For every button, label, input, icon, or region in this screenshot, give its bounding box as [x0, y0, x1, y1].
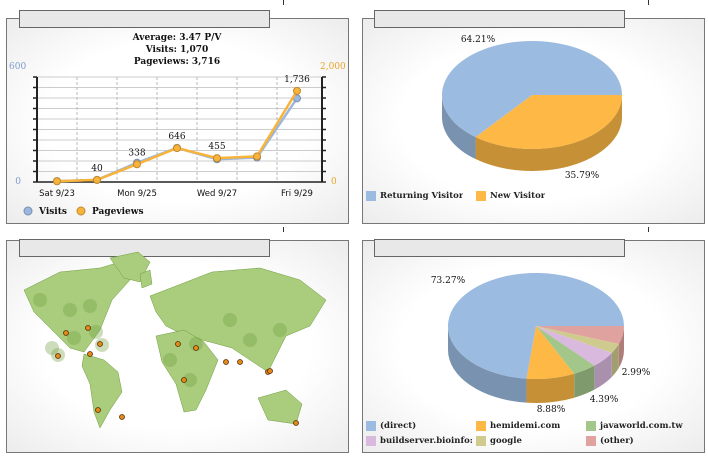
land-region — [155, 329, 219, 413]
pie-label: 4.39% — [590, 395, 619, 405]
legend-returning: Returning Visitor — [366, 191, 463, 201]
pie-side — [611, 343, 619, 377]
pie-side — [574, 365, 595, 398]
left-axis-max: 600 — [9, 62, 26, 72]
location-marker[interactable] — [175, 341, 181, 347]
x-label-mon: Mon 9/25 — [117, 189, 157, 199]
location-marker[interactable] — [87, 351, 93, 357]
pie-label: 8.88% — [537, 405, 566, 415]
summary-visits: Visits: 1,070 — [145, 45, 209, 55]
data-label: 40 — [91, 164, 103, 174]
pie-label: 2.99% — [622, 368, 651, 378]
legend-direct: (direct) — [366, 421, 474, 431]
land-region — [139, 269, 153, 289]
pageviews-point[interactable] — [213, 154, 221, 163]
location-marker[interactable] — [55, 353, 61, 359]
legend-visits-marker — [23, 206, 33, 216]
world-map[interactable] — [23, 251, 327, 429]
location-marker[interactable] — [293, 420, 299, 426]
pie-slice[interactable] — [536, 326, 624, 344]
visits-title-bar — [19, 10, 270, 28]
summary-pageviews: Pageviews: 3,716 — [134, 57, 220, 67]
data-label: 1,736 — [284, 75, 310, 85]
pie-side — [448, 326, 527, 403]
legend-pageviews: Pageviews — [92, 207, 144, 217]
legend-google: google — [476, 436, 584, 446]
pie-slice[interactable] — [536, 326, 619, 353]
pageviews-point[interactable] — [253, 152, 261, 161]
location-marker[interactable] — [97, 341, 103, 347]
visitor-type-title-bar — [374, 10, 625, 28]
location-marker[interactable] — [181, 377, 187, 383]
location-marker[interactable] — [193, 345, 199, 351]
location-marker[interactable] — [85, 325, 91, 331]
pie-slice[interactable] — [448, 273, 624, 379]
right-axis-min: 0 — [331, 177, 337, 187]
pie-slice[interactable] — [536, 326, 612, 366]
pageviews-point[interactable] — [173, 144, 181, 153]
pie-label: 64.21% — [461, 35, 496, 45]
data-label: 338 — [128, 148, 145, 158]
location-marker[interactable] — [63, 330, 69, 336]
pageviews-point[interactable] — [53, 177, 61, 186]
right-axis-max: 2,000 — [320, 62, 346, 72]
x-label-wed: Wed 9/27 — [197, 189, 237, 199]
pageviews-point[interactable] — [93, 175, 101, 184]
land-region — [149, 267, 327, 373]
pageviews-point[interactable] — [133, 160, 141, 169]
map-title-bar — [19, 239, 270, 257]
legend-new: New Visitor — [476, 191, 545, 201]
location-marker[interactable] — [223, 359, 229, 365]
data-label: 646 — [168, 132, 185, 142]
pie-label: 35.79% — [565, 171, 600, 181]
x-label-sat: Sat 9/23 — [39, 189, 75, 199]
location-marker[interactable] — [237, 359, 243, 365]
pie-side — [594, 352, 612, 390]
pie-side — [442, 95, 476, 160]
legend-pageviews-marker — [76, 206, 86, 216]
pie-side — [475, 95, 622, 171]
left-axis-min: 0 — [15, 177, 21, 187]
pie-side — [526, 373, 575, 403]
pie-slice[interactable] — [536, 326, 595, 374]
x-label-fri: Fri 9/29 — [281, 189, 313, 199]
legend-javaworld: javaworld.com.tw — [586, 421, 701, 431]
location-marker[interactable] — [119, 414, 125, 420]
legend-other: (other) — [586, 436, 694, 446]
pie-slice[interactable] — [442, 41, 622, 138]
legend-visits: Visits — [38, 207, 67, 217]
location-marker[interactable] — [95, 407, 101, 413]
sources-title-bar — [374, 239, 625, 257]
legend-buildserver: buildserver.bioinfo:1808 — [366, 436, 474, 446]
pie-side — [618, 326, 624, 368]
location-marker[interactable] — [267, 368, 273, 374]
land-region — [23, 261, 131, 353]
pie-slice[interactable] — [526, 326, 575, 380]
pie-label: 73.27% — [431, 276, 466, 286]
summary-average: Average: 3.47 P/V — [132, 33, 223, 43]
pageviews-point[interactable] — [293, 86, 301, 95]
data-label: 455 — [208, 142, 225, 152]
visits-panel — [6, 18, 349, 224]
land-region — [81, 353, 123, 429]
pie-slice[interactable] — [475, 95, 622, 149]
land-region — [257, 389, 303, 425]
legend-hemidemi: hemidemi.com — [476, 421, 584, 431]
